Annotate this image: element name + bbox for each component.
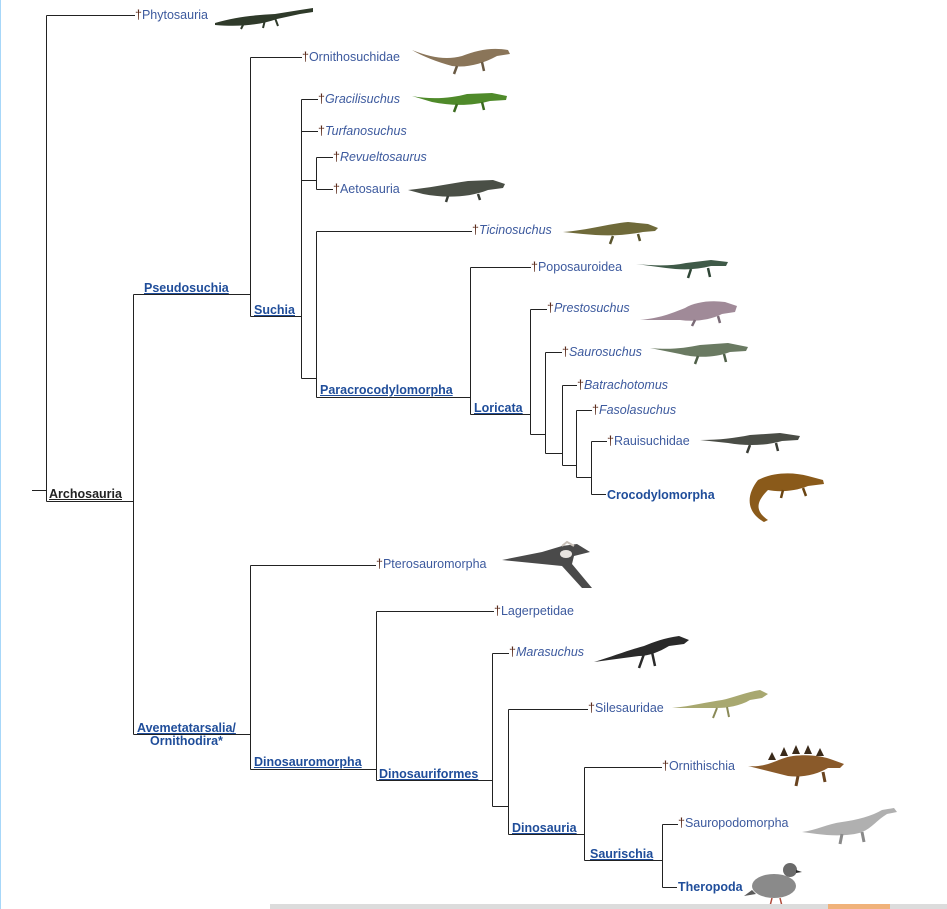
- gracilisuchus-illustration: [412, 93, 507, 113]
- pterosaur-illustration: [502, 540, 592, 588]
- clade-dinosauromorpha[interactable]: Dinosauromorpha: [254, 755, 362, 769]
- aetosaur-illustration: [408, 180, 505, 203]
- extinct-dagger: †: [588, 701, 595, 715]
- clade-avemetatarsalia[interactable]: Avemetatarsalia/: [137, 721, 236, 735]
- taxon-pterosauromorpha[interactable]: †Pterosauromorpha: [376, 557, 487, 571]
- extinct-dagger: †: [531, 260, 538, 274]
- extinct-dagger: †: [562, 345, 569, 359]
- saurosuchus-illustration: [650, 343, 748, 365]
- taxon-aetosauria[interactable]: †Aetosauria: [333, 182, 400, 196]
- taxon-theropoda[interactable]: Theropoda: [678, 880, 743, 894]
- extinct-dagger: †: [472, 223, 479, 237]
- prestosuchus-illustration: [640, 301, 737, 327]
- extinct-dagger: †: [577, 378, 584, 392]
- taxon-gracilisuchus[interactable]: †Gracilisuchus: [318, 92, 400, 106]
- taxon-saurosuchus[interactable]: †Saurosuchus: [562, 345, 642, 359]
- extinct-dagger: †: [678, 816, 685, 830]
- marasuchus-illustration: [594, 636, 689, 669]
- extinct-dagger: †: [547, 301, 554, 315]
- extinct-dagger: †: [333, 150, 340, 164]
- crocodylomorph-illustration: [749, 473, 824, 522]
- taxon-ornithischia[interactable]: †Ornithischia: [662, 759, 735, 773]
- sauropodomorph-illustration: [802, 808, 897, 845]
- ornithischian-illustration: [748, 745, 844, 787]
- clade-ornithodira[interactable]: Ornithodira*: [150, 734, 223, 748]
- extinct-dagger: †: [376, 557, 383, 571]
- clade-dinosauria[interactable]: Dinosauria: [512, 821, 577, 835]
- extinct-dagger: †: [494, 604, 501, 618]
- clade-loricata[interactable]: Loricata: [474, 401, 523, 415]
- taxon-crocodylomorpha[interactable]: Crocodylomorpha: [607, 488, 715, 502]
- extinct-dagger: †: [509, 645, 516, 659]
- taxon-turfanosuchus[interactable]: †Turfanosuchus: [318, 124, 407, 138]
- taxon-sauropodomorpha[interactable]: †Sauropodomorpha: [678, 816, 789, 830]
- horizontal-scrollbar-track[interactable]: [270, 904, 947, 909]
- extinct-dagger: †: [318, 92, 325, 106]
- extinct-dagger: †: [135, 8, 142, 22]
- left-border: [0, 0, 1, 909]
- taxon-batrachotomus[interactable]: †Batrachotomus: [577, 378, 669, 392]
- taxon-marasuchus[interactable]: †Marasuchus: [509, 645, 585, 659]
- clade-archosauria[interactable]: Archosauria: [49, 487, 122, 501]
- taxon-phytosauria[interactable]: †Phytosauria: [135, 8, 208, 22]
- taxon-prestosuchus[interactable]: †Prestosuchus: [547, 301, 630, 315]
- poposauroid-illustration: [636, 260, 728, 279]
- taxon-ticinosuchus[interactable]: †Ticinosuchus: [472, 223, 552, 237]
- clade-dinosauriformes[interactable]: Dinosauriformes: [379, 767, 479, 781]
- phytosaur-illustration: [215, 8, 313, 30]
- extinct-dagger: †: [662, 759, 669, 773]
- taxon-rauisuchidae[interactable]: †Rauisuchidae: [607, 434, 690, 448]
- clade-paracrocodylomorpha[interactable]: Paracrocodylomorpha: [320, 383, 453, 397]
- rauisuchid-illustration: [700, 433, 800, 454]
- extinct-dagger: †: [592, 403, 599, 417]
- taxon-poposauroidea[interactable]: †Poposauroidea: [531, 260, 623, 274]
- ticinosuchus-illustration: [563, 222, 658, 245]
- extinct-dagger: †: [333, 182, 340, 196]
- clade-pseudosuchia[interactable]: Pseudosuchia: [144, 281, 229, 295]
- cladogram-lines: [32, 15, 678, 888]
- taxon-lagerpetidae[interactable]: †Lagerpetidae: [494, 604, 574, 618]
- horizontal-scrollbar-thumb[interactable]: [828, 904, 890, 909]
- taxon-silesauridae[interactable]: †Silesauridae: [588, 701, 664, 715]
- silesaurid-illustration: [672, 690, 768, 719]
- theropod-pigeon-illustration: [744, 863, 802, 907]
- ornithosuchid-illustration: [412, 48, 510, 75]
- clade-saurischia[interactable]: Saurischia: [590, 847, 654, 861]
- extinct-dagger: †: [302, 50, 309, 64]
- extinct-dagger: †: [318, 124, 325, 138]
- extinct-dagger: †: [607, 434, 614, 448]
- clade-suchia[interactable]: Suchia: [254, 303, 295, 317]
- taxon-revueltosaurus[interactable]: †Revueltosaurus: [333, 150, 427, 164]
- taxon-fasolasuchus[interactable]: †Fasolasuchus: [592, 403, 677, 417]
- taxon-ornithosuchidae[interactable]: †Ornithosuchidae: [302, 50, 400, 64]
